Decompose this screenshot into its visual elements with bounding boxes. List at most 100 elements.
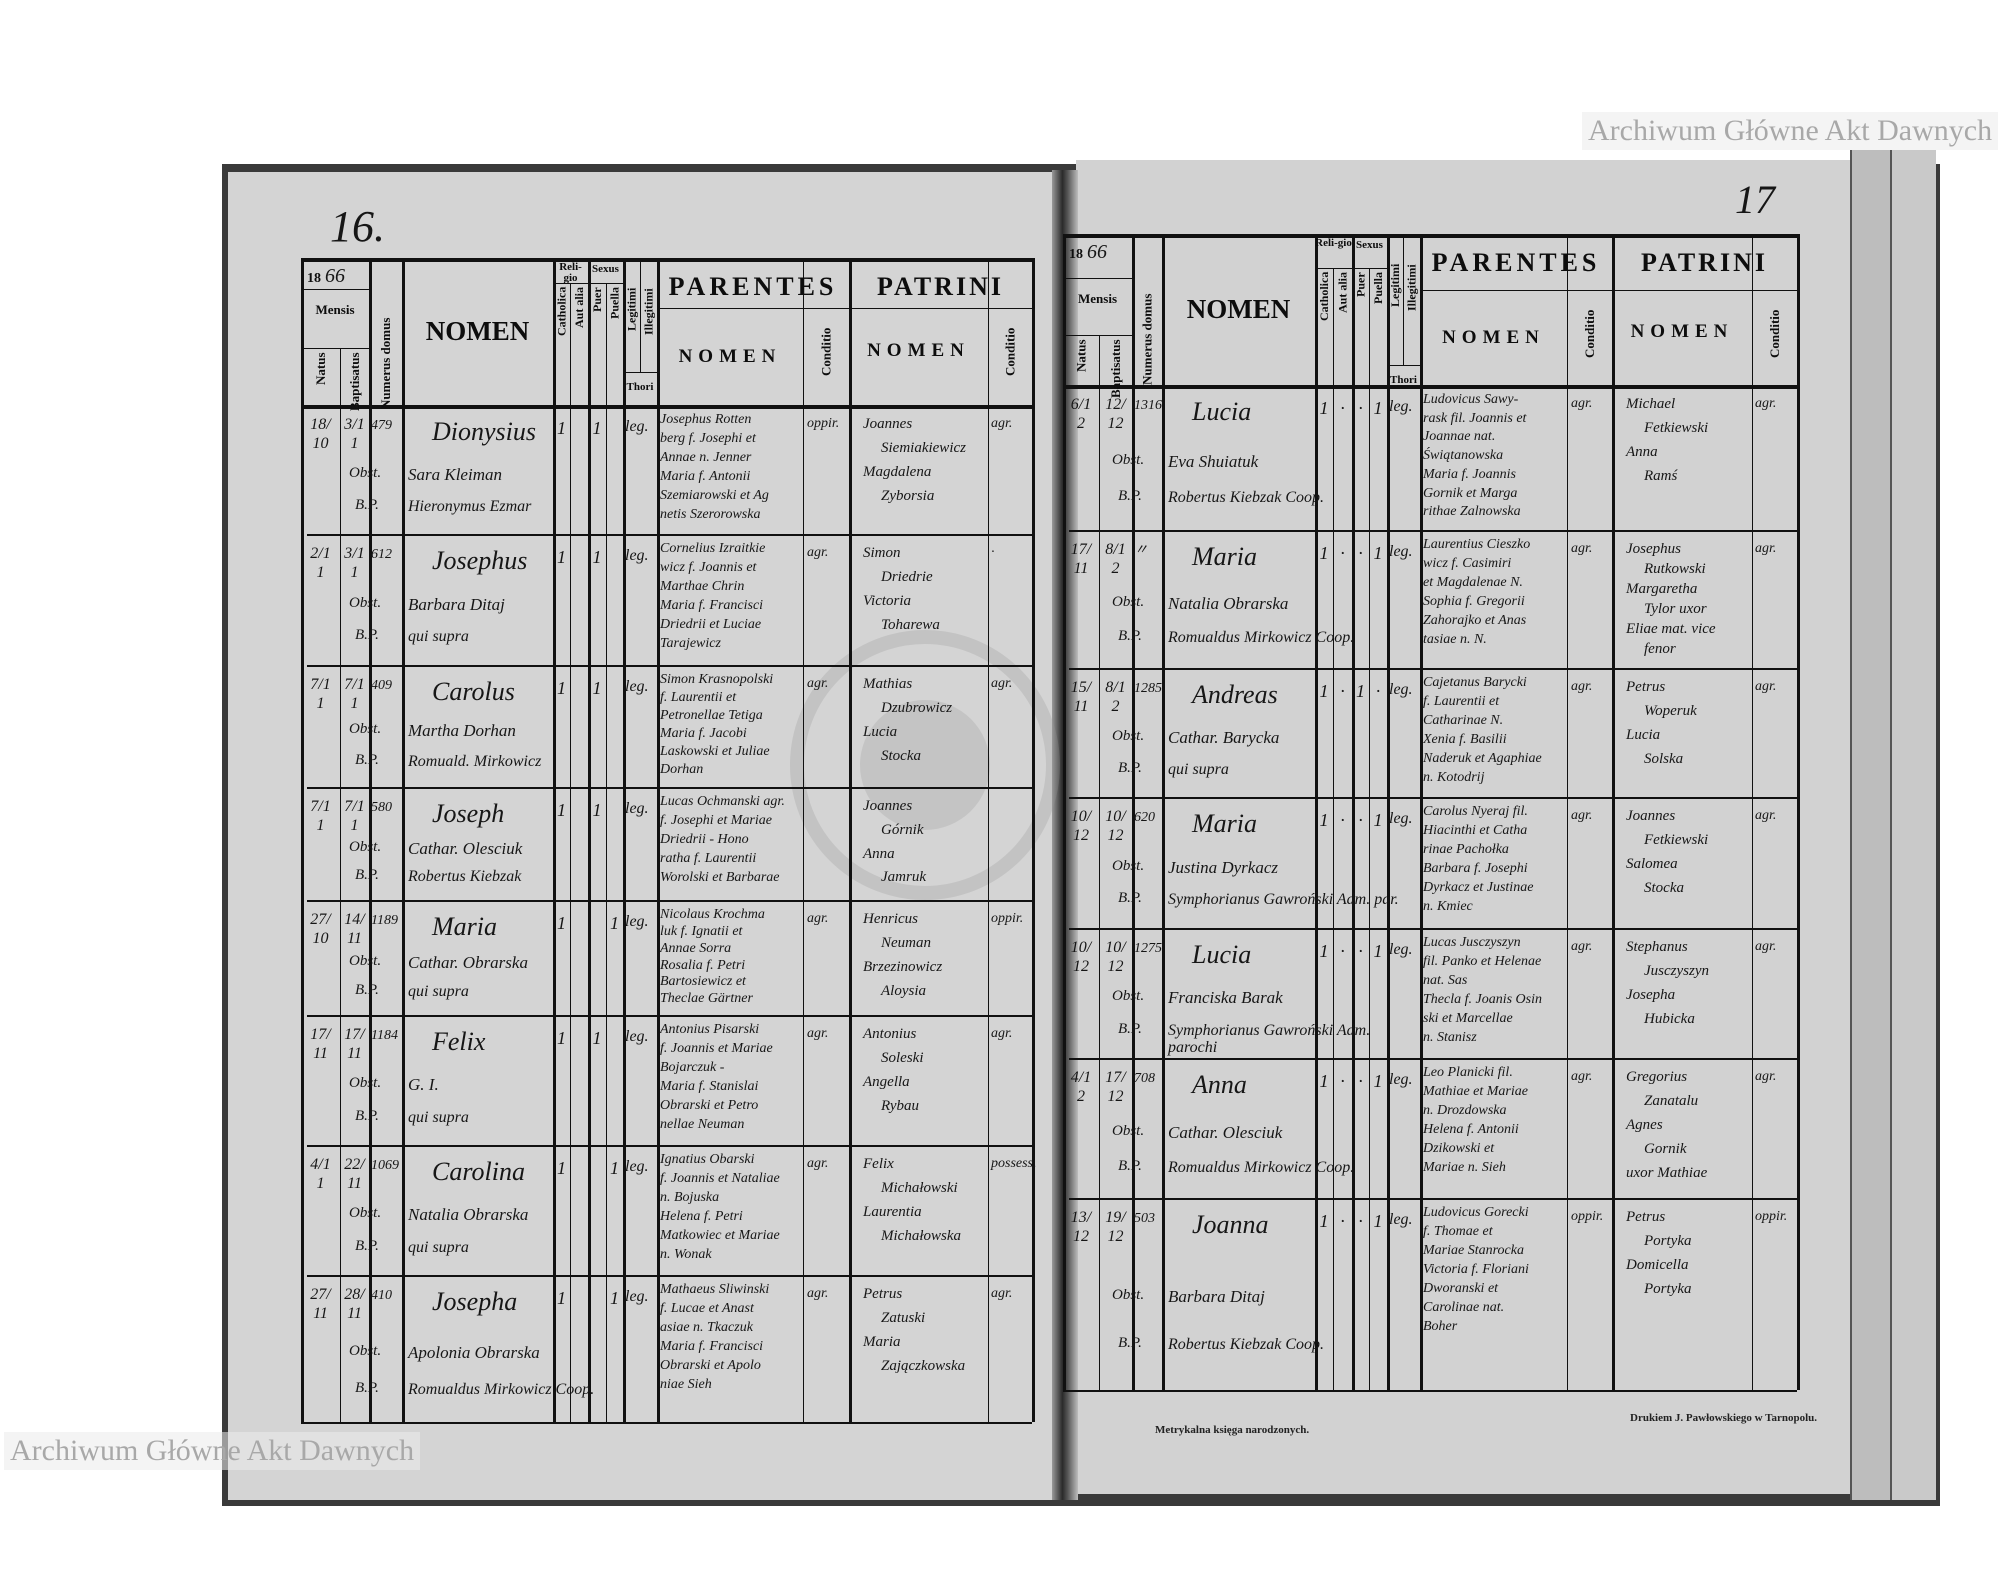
parentes-line: Gornik et Marga <box>1423 485 1518 501</box>
column-rule <box>1567 290 1568 1390</box>
puer-mark: · <box>1358 941 1363 961</box>
house-number: 1316 <box>1134 398 1162 413</box>
patrini-line: Anna <box>863 845 895 862</box>
parentes-line: Lucas Ochmanski agr. <box>660 794 785 809</box>
parentes-label: PARENTES <box>1431 248 1601 277</box>
baptisatus-date: 14/11 <box>344 911 365 948</box>
patrini-line: Rybau <box>881 1098 920 1114</box>
parentes-line: f. Joannis et Nataliae <box>660 1171 780 1186</box>
parentes-line: f. Lucae et Anast <box>660 1301 754 1316</box>
baptisatus-date: 22/11 <box>344 1156 365 1193</box>
column-rule <box>402 258 405 1422</box>
patrini-line: Górnik <box>881 821 924 838</box>
column-rule <box>570 283 571 1422</box>
parentes-line: Annae n. Jenner <box>660 450 752 465</box>
obstetrix-name: G. I. <box>408 1075 439 1095</box>
page-edges <box>1890 150 1936 1500</box>
house-number: 1069 <box>371 1158 399 1173</box>
catholica-mark: 1 <box>557 1028 566 1048</box>
baptizans-label: B.P. <box>355 496 379 513</box>
parentes-line: Simon Krasnopolski <box>660 672 774 687</box>
catholica-mark: 1 <box>557 913 566 933</box>
patrini-line: Gornik <box>1644 1141 1687 1157</box>
patrini-conditio: agr. <box>991 676 1013 691</box>
column-rule <box>369 258 372 1422</box>
column-rule <box>1352 234 1355 1390</box>
baptizans-label: B.P. <box>355 981 379 998</box>
parentes-line: f. Thomae et <box>1423 1224 1493 1239</box>
numerus-domus-label: Numerus domus <box>1139 294 1155 386</box>
aut-alia-mark: · <box>1340 681 1345 701</box>
parentes-line: Bojarczuk - <box>660 1060 725 1075</box>
parentes-line: Barbara f. Josephi <box>1423 861 1528 876</box>
natus-date: 6/12 <box>1070 396 1092 433</box>
patrini-conditio-label: Conditio <box>1002 328 1018 377</box>
catholica-label: Catholica <box>1317 272 1331 322</box>
footer-printer: Drukiem J. Pawłowskiego w Tarnopolu. <box>1630 1412 1818 1424</box>
patrini-conditio: agr. <box>991 1286 1013 1301</box>
column-rule <box>640 258 641 372</box>
parentes-line: Maria f. Francisci <box>660 1339 764 1354</box>
obstetrix-name: Natalia Obrarska <box>1168 593 1289 613</box>
patrini-conditio: agr. <box>1755 679 1777 694</box>
patrini-line: fenor <box>1644 641 1676 657</box>
parentes-line: Nicolaus Krochma <box>660 907 765 922</box>
patrini-nomen-label: NOMEN <box>1630 320 1734 342</box>
patrini-line: Simon <box>863 545 901 561</box>
parentes-line: luk f. Ignatii et <box>660 923 743 939</box>
column-rule <box>1333 268 1334 1390</box>
catholica-mark: 1 <box>1319 681 1329 701</box>
catholica-mark: 1 <box>557 547 566 567</box>
parentes-conditio: oppir. <box>807 416 840 431</box>
puer-label: Puer <box>1353 272 1368 297</box>
parentes-line: Maria f. Stanislai <box>660 1079 759 1094</box>
mensis-label: Mensis <box>1078 291 1117 306</box>
parentes-line: Xenia f. Basilii <box>1423 732 1507 747</box>
parentes-conditio: agr. <box>807 911 829 926</box>
parentes-line: Driedrii - Hono <box>660 832 749 847</box>
parentes-line: Cajetanus Barycki <box>1423 675 1527 690</box>
patrini-line: Lucia <box>863 724 898 740</box>
patrini-conditio: agr. <box>1755 939 1777 954</box>
parentes-line: Leo Planicki fil. <box>1423 1065 1513 1080</box>
thori-label: Thori <box>626 381 654 393</box>
parentes-line: Carolus Nyeraj fil. <box>1423 804 1528 819</box>
obstetrix-label: Obst. <box>1112 1287 1145 1304</box>
parentes-label: PARENTES <box>668 272 838 301</box>
header-rule <box>1063 335 1132 336</box>
page-number-right: 17 <box>1735 177 1775 222</box>
natus-date: 15/11 <box>1070 679 1092 716</box>
row-divider <box>1069 928 1797 930</box>
puer-label: Puer <box>590 287 604 312</box>
baptizans-label: B.P. <box>355 1237 379 1254</box>
legitimi-mark: leg. <box>625 1288 649 1305</box>
row-divider <box>307 665 1032 667</box>
parentes-line: Catharinae N. <box>1423 713 1504 728</box>
baptizans-label: B.P. <box>1118 759 1142 776</box>
house-number: 1184 <box>371 1028 398 1043</box>
house-number: 410 <box>371 1288 392 1303</box>
row-divider <box>307 534 1032 536</box>
aut-alia-mark: · <box>1340 941 1345 961</box>
obstetrix-name: Apolonia Obrarska <box>408 1343 540 1363</box>
patrini-conditio: agr. <box>1755 396 1777 411</box>
patrini-line: Agnes <box>1626 1117 1663 1133</box>
parentes-line: fil. Panko et Helenae <box>1423 954 1542 969</box>
puer-mark: 1 <box>592 1028 602 1048</box>
baptisatus-date: 3/11 <box>344 545 365 582</box>
obstetrix-label: Obst. <box>1112 593 1145 610</box>
header-rule <box>623 372 657 373</box>
catholica-mark: 1 <box>557 418 566 438</box>
header-rule <box>553 283 623 284</box>
column-rule <box>340 348 341 1422</box>
obstetrix-name: Barbara Ditaj <box>408 594 505 614</box>
parentes-line: n. Drozdowska <box>1423 1103 1507 1118</box>
parentes-line: rask fil. Joannis et <box>1423 410 1527 426</box>
natus-date: 27/10 <box>310 911 331 948</box>
patrini-line: Ramś <box>1644 468 1678 484</box>
parentes-line: Joannae nat. <box>1423 429 1496 445</box>
column-rule <box>588 258 591 1422</box>
patrini-conditio: agr. <box>991 1026 1013 1041</box>
parentes-line: netis Szerorowska <box>660 507 761 522</box>
legitimi-mark: leg. <box>1389 1211 1413 1228</box>
